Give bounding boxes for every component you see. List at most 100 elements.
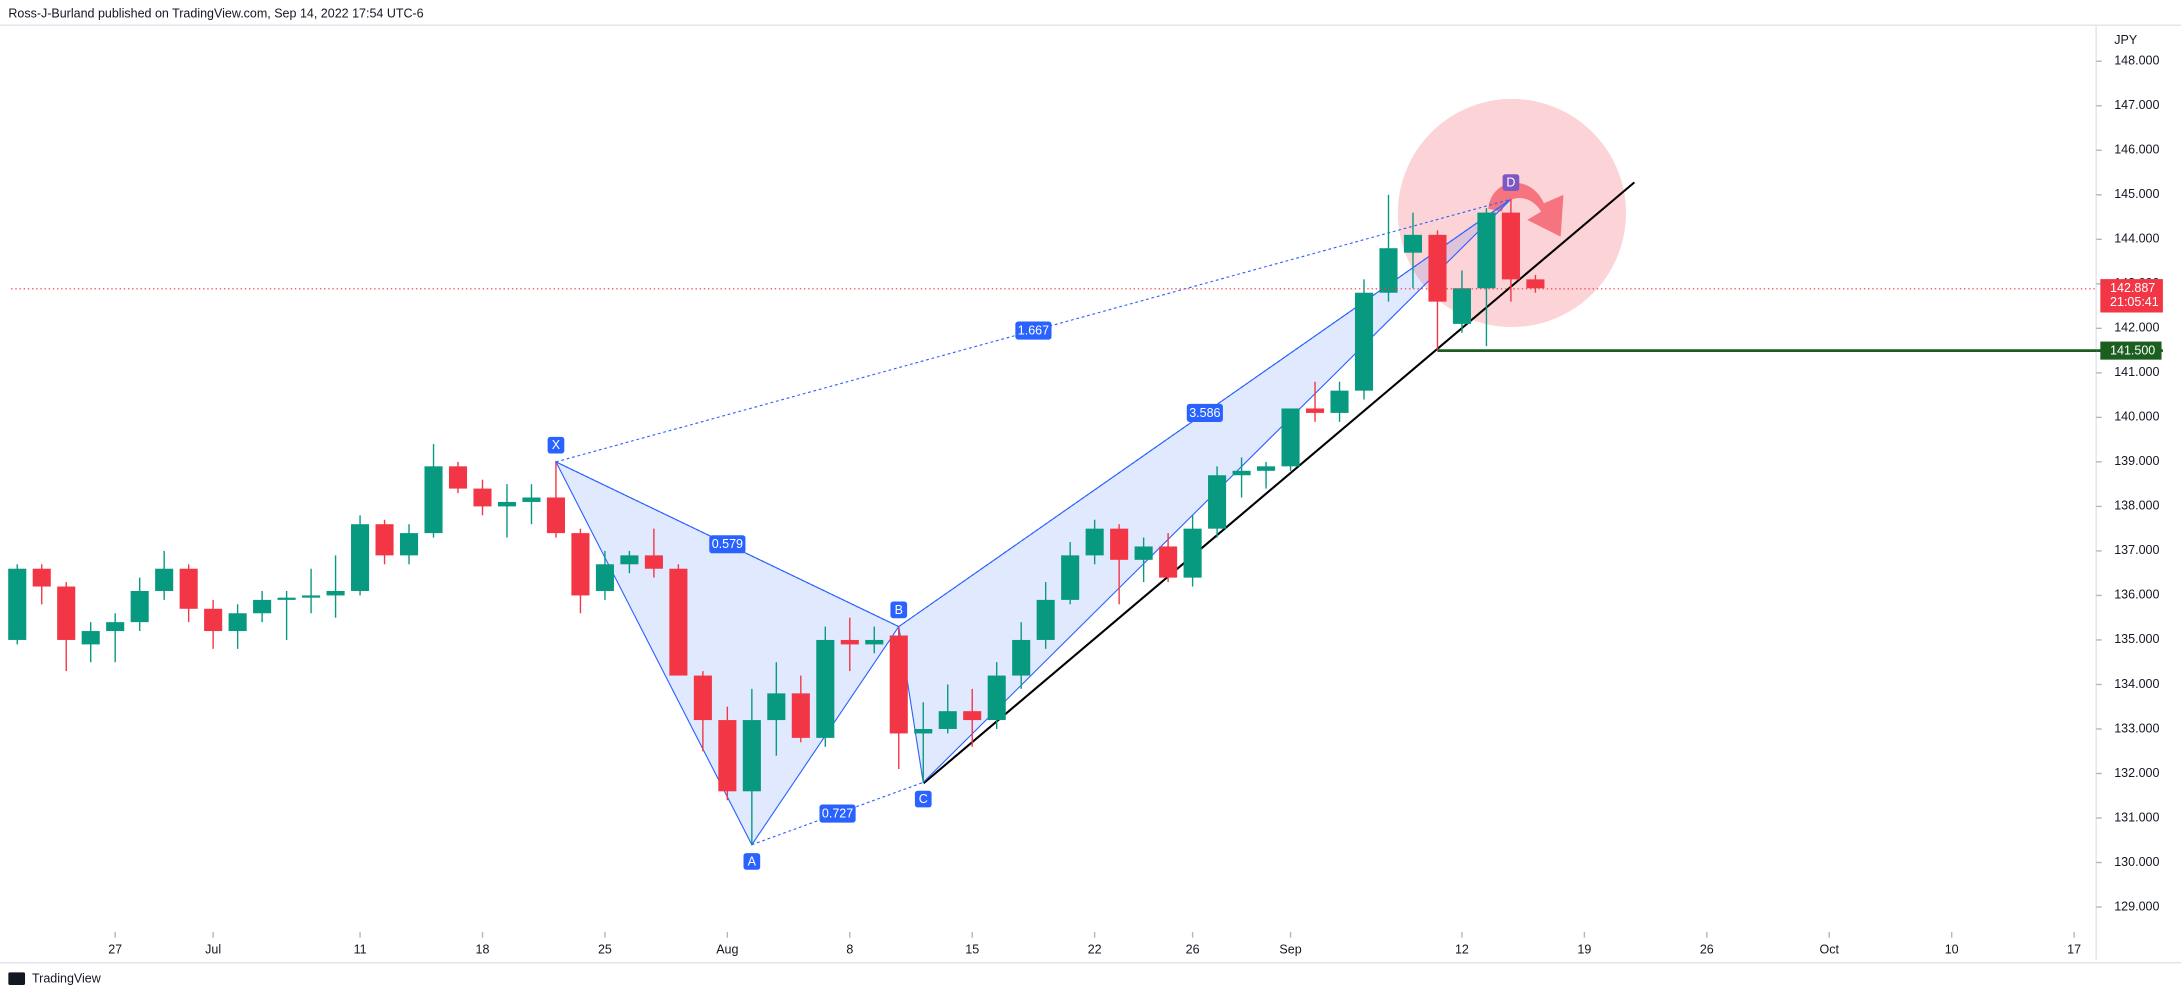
y-tick-label: 131.000 — [2114, 810, 2159, 824]
candle-body — [1036, 599, 1055, 640]
candle-body — [620, 555, 639, 565]
pattern-point-label: D — [1506, 176, 1515, 190]
candle-body — [277, 597, 296, 600]
candle-body — [1159, 546, 1178, 578]
candle-body — [816, 639, 835, 738]
pattern-point-label: A — [748, 854, 757, 868]
last-price-box — [2100, 279, 2163, 313]
candle-body — [204, 608, 223, 632]
x-tick-label: 15 — [965, 942, 979, 956]
y-tick-label: 129.000 — [2114, 899, 2159, 913]
ratio-box — [1015, 321, 1052, 340]
x-tick-label: 11 — [354, 942, 367, 956]
y-tick-label: 147.000 — [2114, 98, 2159, 112]
candle-body — [32, 568, 51, 587]
candle-body — [914, 728, 933, 734]
y-tick-label: 136.000 — [2114, 588, 2159, 602]
x-tick-label: 22 — [1088, 942, 1102, 956]
ratio-box — [1186, 403, 1223, 422]
x-tick-label: 26 — [1186, 942, 1200, 956]
y-tick-label: 138.000 — [2114, 499, 2159, 513]
y-tick-label: 146.000 — [2114, 143, 2159, 157]
candle-body — [546, 497, 565, 534]
candle-body — [1452, 288, 1471, 324]
x-tick-label: 27 — [108, 942, 122, 956]
y-tick-label: 142.000 — [2114, 321, 2159, 335]
candle-body — [448, 466, 468, 489]
candle-body — [1232, 470, 1251, 476]
candle-body — [302, 595, 321, 598]
candle-body — [571, 533, 590, 596]
pattern-point-box — [743, 853, 761, 870]
level-label-box — [2100, 341, 2162, 360]
y-tick-label: 132.000 — [2114, 766, 2159, 780]
level-label: 141.500 — [2110, 344, 2155, 358]
pattern-point-box — [1502, 174, 1520, 191]
candle-body — [1257, 466, 1276, 471]
candle-body — [1403, 234, 1423, 253]
candle-body — [1501, 212, 1520, 280]
candle-body — [375, 524, 394, 556]
ratio-label: 0.727 — [822, 807, 853, 821]
candle-body — [497, 501, 517, 507]
y-tick-label: 134.000 — [2114, 677, 2159, 691]
ratio-label: 0.579 — [712, 537, 743, 551]
candle-body — [228, 613, 247, 632]
candle-body — [1477, 212, 1496, 289]
candle-body — [1330, 390, 1349, 413]
x-tick-label: 8 — [846, 942, 853, 956]
candle-body — [889, 635, 908, 734]
x-tick-label: 17 — [2067, 942, 2081, 956]
x-tick-label: 26 — [1700, 942, 1714, 956]
countdown-label: 21:05:41 — [2110, 295, 2159, 309]
x-tick-label: 10 — [1945, 942, 1959, 956]
candle-body — [791, 693, 810, 738]
y-tick-label: 141.000 — [2114, 365, 2159, 379]
candle-body — [399, 533, 419, 556]
candle-body — [57, 586, 76, 640]
pattern-point-label: X — [552, 438, 561, 452]
pattern-point-box — [547, 436, 565, 454]
candle-body — [130, 590, 149, 623]
candle-body — [963, 711, 982, 721]
candle-body — [742, 720, 761, 792]
candle-body — [1379, 248, 1398, 293]
y-tick-label: 130.000 — [2114, 855, 2159, 869]
y-tick-label: 145.000 — [2114, 187, 2159, 201]
candle-body — [1281, 408, 1300, 467]
candle-body — [1061, 555, 1080, 600]
candle-body — [351, 524, 370, 591]
x-tick-label: Aug — [716, 942, 738, 956]
candle-body — [987, 675, 1006, 721]
y-tick-label: 140.000 — [2114, 410, 2159, 424]
last-price-label: 142.887 — [2110, 281, 2155, 295]
candle-body — [644, 555, 663, 569]
y-tick-label: 148.000 — [2114, 54, 2159, 68]
candle-body — [1305, 408, 1325, 413]
candle-body — [718, 720, 737, 792]
x-tick-label: Oct — [1820, 942, 1840, 956]
byline: Ross-J-Burland published on TradingView.… — [8, 6, 423, 20]
pattern-point-box — [890, 601, 908, 619]
pattern-point-label: C — [919, 792, 928, 806]
x-tick-label: 19 — [1577, 942, 1591, 956]
currency-label: JPY — [2114, 33, 2138, 47]
candle-body — [473, 488, 492, 507]
candle-body — [595, 564, 614, 591]
trendline — [922, 181, 1636, 785]
candle-body — [522, 497, 541, 502]
candle-body — [1183, 528, 1202, 578]
candle-body — [155, 568, 174, 591]
candle-body — [1085, 528, 1104, 556]
y-tick-label: 133.000 — [2114, 721, 2159, 735]
x-tick-label: Sep — [1279, 942, 1301, 956]
candle-body — [106, 622, 125, 632]
candle-body — [865, 639, 884, 645]
ratio-box — [709, 535, 746, 554]
candle-body — [8, 568, 27, 640]
candle-body — [840, 639, 859, 645]
ratio-label: 3.586 — [1189, 406, 1220, 420]
candle-body — [81, 631, 100, 645]
